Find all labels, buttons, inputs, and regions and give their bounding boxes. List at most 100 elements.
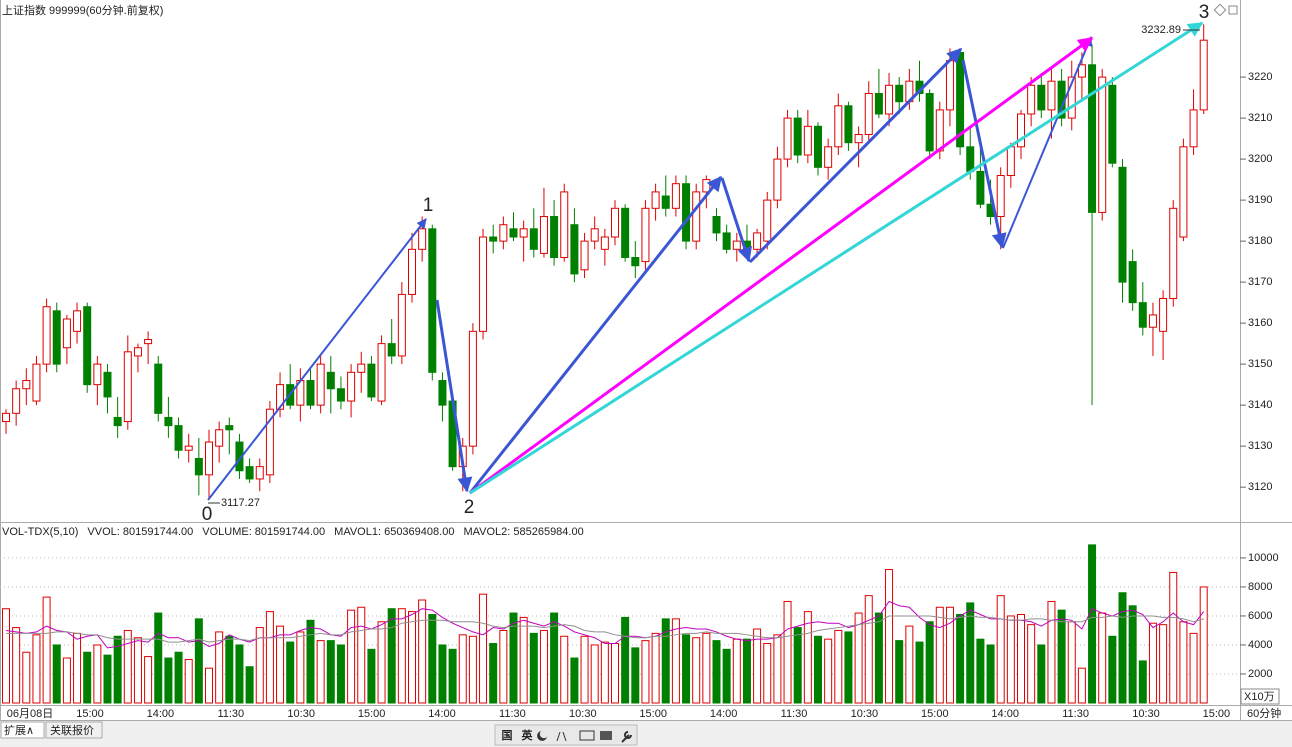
- tab-label[interactable]: 关联报价: [50, 723, 94, 737]
- volume-bar: [702, 632, 711, 704]
- volume-bar: [611, 643, 619, 704]
- volume-bar: [529, 632, 538, 704]
- volume-panel: VOL-TDX(5,10) VVOL: 801591744.00 VOLUME: 8…: [0, 526, 1280, 705]
- volume-bar: [803, 611, 812, 704]
- volume-bar: [306, 619, 315, 704]
- wave-arrow: [435, 299, 473, 493]
- candle-body: [976, 170, 985, 205]
- candle-body: [874, 92, 883, 115]
- time-label: 11:30: [1062, 708, 1089, 720]
- volume-bar: [194, 618, 203, 704]
- volume-bar: [336, 644, 345, 704]
- volume-bar: [671, 618, 680, 704]
- candle-body: [418, 228, 427, 250]
- y-tick-label: 10000: [1248, 552, 1279, 564]
- candle-body: [539, 216, 548, 254]
- tab[interactable]: [45, 721, 103, 739]
- menu-icon[interactable]: [600, 731, 612, 740]
- volume-bar: [52, 644, 61, 704]
- volume-bar: [144, 656, 153, 704]
- candle-body: [1118, 166, 1127, 283]
- candle-body: [509, 228, 518, 238]
- volume-bar: [83, 651, 92, 704]
- volume-header: MAVOL2: 585265984.00: [463, 526, 583, 538]
- candle-body: [489, 236, 498, 242]
- time-label: 15:00: [358, 708, 386, 720]
- moon-icon[interactable]: [537, 731, 547, 741]
- keyboard-icon[interactable]: [579, 730, 595, 741]
- tab-label[interactable]: 扩展∧: [4, 723, 34, 737]
- restore-icon[interactable]: [1228, 5, 1238, 15]
- float-icon[interactable]: [1213, 3, 1227, 17]
- volume-bar: [905, 625, 914, 704]
- volume-bar: [326, 640, 335, 704]
- time-label: 10:30: [569, 708, 597, 720]
- time-label: 15:00: [76, 708, 104, 720]
- y-tick-label: 3130: [1248, 440, 1272, 452]
- candle-body: [996, 175, 1005, 218]
- volume-bar: [996, 595, 1005, 704]
- y-tick-label: 3200: [1248, 153, 1272, 165]
- unit-box: [1240, 688, 1280, 705]
- volume-bar: [408, 611, 416, 704]
- wave-arrow: [468, 175, 723, 494]
- tab[interactable]: [0, 721, 45, 739]
- volume-bar: [1047, 600, 1056, 704]
- candle-body: [722, 232, 731, 250]
- volume-bar: [1118, 592, 1127, 704]
- y-tick-label: 3180: [1248, 235, 1272, 247]
- candle-body: [550, 216, 559, 259]
- wave-label: 3: [1199, 2, 1210, 23]
- candle-body: [1037, 84, 1046, 111]
- volume-bar: [1179, 621, 1188, 704]
- volume-bar: [560, 635, 569, 704]
- price-label: 3232.89: [1141, 24, 1181, 36]
- time-label: 15:00: [921, 708, 949, 720]
- volume-bar: [12, 627, 21, 704]
- time-label: 10:30: [287, 708, 315, 720]
- volume-bar: [641, 640, 650, 704]
- candle-body: [387, 343, 396, 357]
- toolbar-button[interactable]: 英: [521, 728, 534, 742]
- candle-body: [83, 306, 92, 386]
- candle-body: [42, 306, 51, 365]
- volume-bar: [925, 621, 934, 704]
- volume-bar: [133, 637, 142, 704]
- candle-body: [225, 425, 234, 431]
- candle-body: [499, 224, 508, 242]
- volume-bar: [489, 643, 498, 704]
- candle-body: [113, 416, 122, 427]
- volume-bar: [590, 644, 599, 704]
- volume-bar: [600, 641, 609, 704]
- candle-body: [864, 92, 873, 135]
- volume-bar: [773, 634, 782, 704]
- candle-body: [1006, 146, 1015, 177]
- candle-body: [682, 183, 691, 242]
- candle-body: [803, 125, 812, 156]
- candle-body: [793, 117, 802, 156]
- volume-bar: [347, 609, 356, 704]
- candle-body: [1199, 39, 1208, 111]
- volume-bar: [824, 638, 833, 704]
- wave-annotations: 0 1 2 3 3117.27 3232.89: [202, 2, 1210, 525]
- candle-body: [154, 363, 163, 414]
- volume-header: VVOL: 801591744.00: [87, 526, 193, 538]
- candle-body: [1047, 80, 1056, 111]
- bottom-bar: 06月08日 15:00 14:00 11:30 10:30 15:00 14:00 11:3…: [0, 706, 1292, 747]
- volume-bar: [844, 631, 853, 704]
- candle-body: [1189, 109, 1198, 148]
- volume-bar: [732, 638, 741, 704]
- candle-body: [560, 191, 569, 259]
- mavol-line: [6, 615, 1204, 643]
- y-tick-label: 8000: [1248, 581, 1272, 593]
- candle-body: [895, 84, 904, 103]
- punct-icon[interactable]: [556, 731, 567, 742]
- tool-icon[interactable]: [621, 731, 632, 743]
- volume-bar: [661, 618, 670, 704]
- toolbar-button[interactable]: 国: [502, 729, 513, 742]
- volume-bar: [225, 635, 234, 704]
- candle-body: [641, 207, 650, 263]
- candle-body: [12, 388, 21, 414]
- candle-body: [336, 388, 345, 402]
- volume-bar: [1067, 621, 1076, 704]
